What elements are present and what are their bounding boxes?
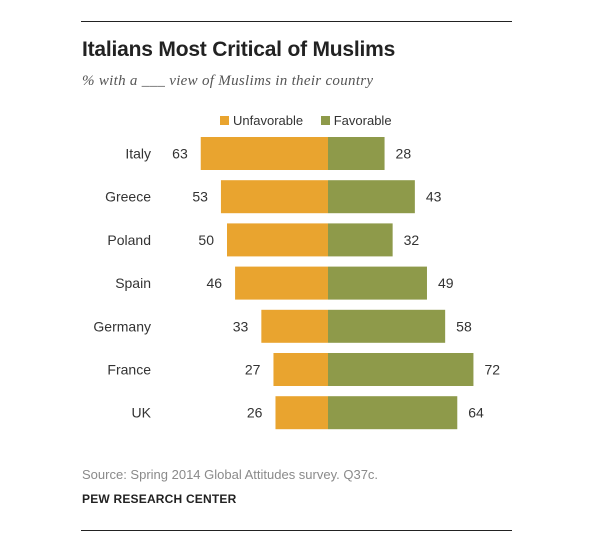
bar-favorable-italy	[328, 137, 385, 170]
value-label-favorable-poland: 32	[404, 232, 420, 248]
legend-swatch-unfavorable	[220, 116, 229, 125]
legend-item-favorable: Favorable	[320, 113, 392, 128]
category-label-france: France	[107, 362, 151, 378]
bar-favorable-greece	[328, 180, 415, 214]
value-label-favorable-uk: 64	[468, 405, 484, 421]
category-label-spain: Spain	[115, 275, 151, 291]
legend-label-unfavorable: Unfavorable	[233, 113, 304, 128]
value-label-favorable-france: 72	[484, 362, 500, 378]
bar-unfavorable-uk	[275, 396, 328, 430]
bar-unfavorable-poland	[227, 223, 328, 257]
value-label-unfavorable-italy: 63	[172, 146, 188, 162]
bar-favorable-uk	[328, 396, 458, 430]
category-label-poland: Poland	[107, 232, 151, 248]
bar-unfavorable-italy	[200, 137, 328, 170]
bar-favorable-france	[328, 353, 474, 386]
bar-favorable-spain	[328, 266, 427, 300]
bar-unfavorable-greece	[220, 180, 328, 214]
value-label-unfavorable-germany: 33	[233, 318, 249, 334]
value-label-unfavorable-spain: 46	[207, 275, 223, 291]
value-label-unfavorable-greece: 53	[192, 189, 208, 205]
value-label-favorable-italy: 28	[396, 146, 412, 162]
source-note: Source: Spring 2014 Global Attitudes sur…	[82, 467, 379, 482]
value-label-favorable-germany: 58	[456, 318, 472, 334]
category-label-greece: Greece	[105, 189, 151, 205]
chart-title: Italians Most Critical of Muslims	[82, 38, 396, 61]
legend-label-favorable: Favorable	[333, 113, 392, 128]
bottom-rule	[81, 530, 512, 531]
value-label-favorable-spain: 49	[438, 275, 454, 291]
value-label-unfavorable-uk: 26	[247, 405, 263, 421]
bar-favorable-poland	[328, 223, 393, 257]
value-label-unfavorable-poland: 50	[198, 232, 214, 248]
value-label-favorable-greece: 43	[426, 189, 442, 205]
bar-unfavorable-spain	[235, 266, 328, 300]
bar-favorable-germany	[328, 309, 446, 343]
legend-item-unfavorable: Unfavorable	[220, 113, 303, 128]
category-label-uk: UK	[132, 405, 152, 421]
chart-subtitle: % with a ___ view of Muslims in their co…	[82, 73, 374, 89]
category-label-germany: Germany	[93, 318, 151, 334]
organization-credit: PEW RESEARCH CENTER	[82, 492, 237, 506]
bar-unfavorable-france	[273, 353, 328, 386]
legend-swatch-favorable	[320, 116, 330, 125]
category-label-italy: Italy	[125, 146, 151, 162]
value-label-unfavorable-france: 27	[245, 362, 261, 378]
top-rule	[81, 21, 512, 22]
bar-unfavorable-germany	[261, 309, 328, 343]
legend: Unfavorable Favorable	[220, 113, 406, 128]
